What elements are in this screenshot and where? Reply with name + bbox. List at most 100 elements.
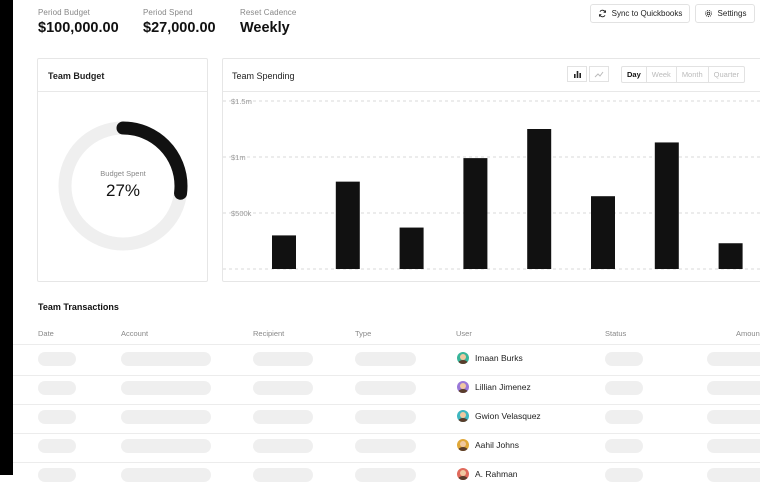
stat-label: Reset Cadence xyxy=(240,8,297,17)
placeholder-pill xyxy=(38,352,76,366)
row-divider xyxy=(13,462,760,463)
col-recipient[interactable]: Recipient xyxy=(253,329,285,338)
settings-label: Settings xyxy=(717,9,747,18)
range-quarter[interactable]: Quarter xyxy=(707,67,744,82)
budget-donut xyxy=(58,121,188,251)
bar-chart-toggle[interactable] xyxy=(567,66,587,82)
placeholder-pill xyxy=(707,352,760,366)
placeholder-pill xyxy=(355,468,416,482)
placeholder-pill xyxy=(253,410,313,424)
placeholder-pill xyxy=(253,352,313,366)
placeholder-pill xyxy=(253,381,313,395)
range-month[interactable]: Month xyxy=(675,67,708,82)
donut-progress xyxy=(58,121,188,251)
spending-chart: $1.5m $1m $500k xyxy=(223,97,760,270)
stat-value: Weekly xyxy=(240,20,290,36)
spending-bar[interactable] xyxy=(591,196,615,269)
user-cell[interactable]: Aahil Johns xyxy=(457,439,519,451)
user-cell[interactable]: Lillian Jimenez xyxy=(457,381,531,393)
placeholder-pill xyxy=(605,410,643,424)
left-edge-bar xyxy=(0,0,13,475)
user-name: Lillian Jimenez xyxy=(475,382,531,392)
col-amount[interactable]: Amoun xyxy=(736,329,760,338)
stat-label: Period Budget xyxy=(38,8,91,17)
user-cell[interactable]: Imaan Burks xyxy=(457,352,523,364)
spending-bar[interactable] xyxy=(272,235,296,269)
placeholder-pill xyxy=(355,381,416,395)
range-selector: Day Week Month Quarter xyxy=(621,66,746,83)
bar-chart-icon xyxy=(573,70,581,78)
spending-bar[interactable] xyxy=(463,158,488,269)
card-divider xyxy=(38,91,207,92)
placeholder-pill xyxy=(605,439,643,453)
placeholder-pill xyxy=(605,468,643,482)
placeholder-pill xyxy=(121,410,211,424)
range-week[interactable]: Week xyxy=(645,67,676,82)
avatar xyxy=(457,352,469,364)
user-cell[interactable]: A. Rahman xyxy=(457,468,518,480)
line-chart-toggle[interactable] xyxy=(589,66,609,82)
stat-reset-cadence: Reset Cadence Weekly xyxy=(240,8,296,36)
placeholder-pill xyxy=(121,468,211,482)
transactions-title: Team Transactions xyxy=(38,302,119,312)
col-date[interactable]: Date xyxy=(38,329,54,338)
placeholder-pill xyxy=(121,381,211,395)
sync-icon xyxy=(598,9,606,18)
placeholder-pill xyxy=(253,439,313,453)
placeholder-pill xyxy=(355,439,416,453)
row-divider xyxy=(13,375,760,376)
team-spending-title: Team Spending xyxy=(232,71,295,81)
row-divider xyxy=(13,404,760,405)
card-divider xyxy=(223,91,760,92)
spending-bar[interactable] xyxy=(335,181,360,269)
user-name: Aahil Johns xyxy=(475,440,519,450)
sync-quickbooks-button[interactable]: Sync to Quickbooks xyxy=(590,4,690,23)
stat-value: $27,000.00 xyxy=(143,20,216,36)
placeholder-pill xyxy=(707,410,760,424)
placeholder-pill xyxy=(355,352,416,366)
y-tick-label: $1.5m xyxy=(231,97,252,106)
col-status[interactable]: Status xyxy=(605,329,627,338)
team-budget-card: Team Budget Budget Spent 27% xyxy=(37,58,208,282)
placeholder-pill xyxy=(605,352,643,366)
user-cell[interactable]: Gwion Velasquez xyxy=(457,410,541,422)
placeholder-pill xyxy=(38,381,76,395)
settings-button[interactable]: Settings xyxy=(695,4,755,23)
placeholder-pill xyxy=(355,410,416,424)
placeholder-pill xyxy=(707,468,760,482)
gear-icon xyxy=(704,10,712,17)
placeholder-pill xyxy=(707,381,760,395)
trend-icon xyxy=(594,71,604,77)
y-tick-label: $1m xyxy=(231,153,246,162)
stat-value: $100,000.00 xyxy=(38,20,119,36)
stat-period-budget: Period Budget $100,000.00 xyxy=(38,8,119,36)
placeholder-pill xyxy=(253,468,313,482)
placeholder-pill xyxy=(707,439,760,453)
placeholder-pill xyxy=(121,352,211,366)
team-budget-title: Team Budget xyxy=(48,71,105,81)
col-user[interactable]: User xyxy=(456,329,472,338)
stat-label: Period Spend xyxy=(143,8,193,17)
spending-bar[interactable] xyxy=(399,227,424,269)
user-name: A. Rahman xyxy=(475,469,518,479)
placeholder-pill xyxy=(38,439,76,453)
avatar xyxy=(457,468,469,480)
spending-bar[interactable] xyxy=(527,129,552,269)
donut-value: 27% xyxy=(105,181,141,200)
range-day[interactable]: Day xyxy=(627,70,641,79)
stat-period-spend: Period Spend $27,000.00 xyxy=(143,8,216,36)
donut-center: Budget Spent 27% xyxy=(73,169,173,201)
spending-bar[interactable] xyxy=(654,142,679,269)
sync-label: Sync to Quickbooks xyxy=(611,9,683,18)
user-name: Gwion Velasquez xyxy=(475,411,541,421)
avatar xyxy=(457,381,469,393)
team-spending-card: Team Spending $1.5m $1m $500k xyxy=(222,58,760,282)
row-divider xyxy=(13,433,760,434)
placeholder-pill xyxy=(121,439,211,453)
user-name: Imaan Burks xyxy=(475,353,523,363)
y-tick-label: $500k xyxy=(231,209,252,218)
spending-bar[interactable] xyxy=(718,243,743,269)
col-type[interactable]: Type xyxy=(355,329,372,338)
col-account[interactable]: Account xyxy=(121,329,149,338)
donut-label: Budget Spent xyxy=(100,169,146,178)
